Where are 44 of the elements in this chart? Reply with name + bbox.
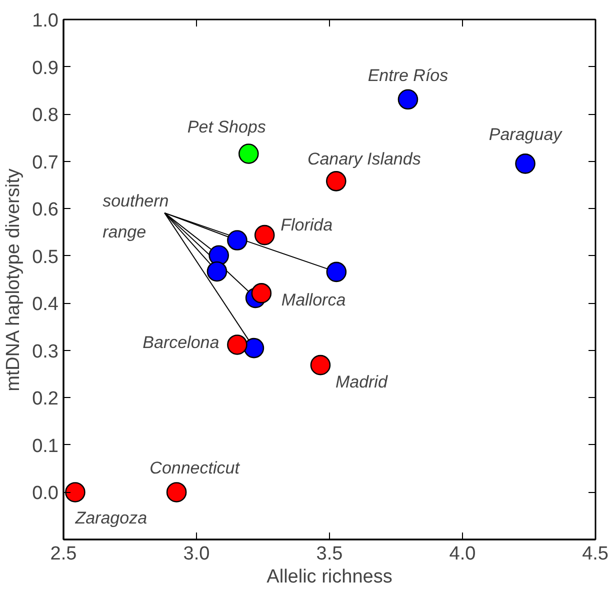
annotation: Pet Shops [187, 117, 266, 136]
point [251, 283, 272, 304]
y-tick-label: 0.1 [32, 436, 59, 457]
y-tick-label: 0.6 [32, 200, 59, 221]
point [310, 354, 331, 376]
x-axis-title: Allelic richness [266, 566, 392, 588]
point [398, 89, 418, 110]
point [206, 261, 228, 282]
x-tick-label: 2.5 [50, 544, 77, 564]
point [515, 154, 536, 174]
point [65, 482, 86, 502]
annotation: Zaragoza [74, 508, 148, 528]
point [227, 334, 248, 355]
point [166, 482, 187, 502]
y-axis-title: mtDNA haplotype diversity [3, 168, 24, 392]
point [326, 171, 346, 192]
y-tick-label: 0.0 [32, 483, 59, 504]
y-tick-label: 1.0 [32, 10, 59, 32]
y-tick-label: 0.8 [32, 105, 59, 126]
annotation: Florida [280, 216, 333, 235]
y-tick-label: 0.9 [32, 58, 59, 79]
annotation: Entre Ríos [368, 66, 449, 85]
annotation: Madrid [335, 372, 388, 392]
x-tick-label: 4.5 [582, 544, 608, 564]
annotation: Connecticut [150, 458, 241, 478]
y-tick-label: 0.7 [32, 152, 59, 174]
y-tick-label: 0.3 [32, 341, 59, 362]
annotation: Mallorca [281, 290, 346, 310]
annotation: Canary Islands [307, 150, 422, 169]
point [254, 224, 275, 246]
point [208, 245, 229, 266]
annotation: Barcelona [142, 333, 220, 352]
x-tick-label: 3.5 [316, 544, 343, 564]
y-tick-label: 0.5 [32, 246, 59, 268]
point [238, 144, 259, 164]
x-tick-label: 3.0 [183, 544, 210, 564]
point [326, 262, 347, 282]
point [244, 338, 264, 358]
x-tick-label: 4.0 [449, 544, 476, 564]
y-tick-label: 0.4 [32, 294, 59, 316]
legend-label: southern range [102, 191, 169, 242]
y-tick-label: 0.2 [32, 388, 59, 410]
point [227, 230, 248, 250]
annotation: Paraguay [488, 125, 564, 144]
